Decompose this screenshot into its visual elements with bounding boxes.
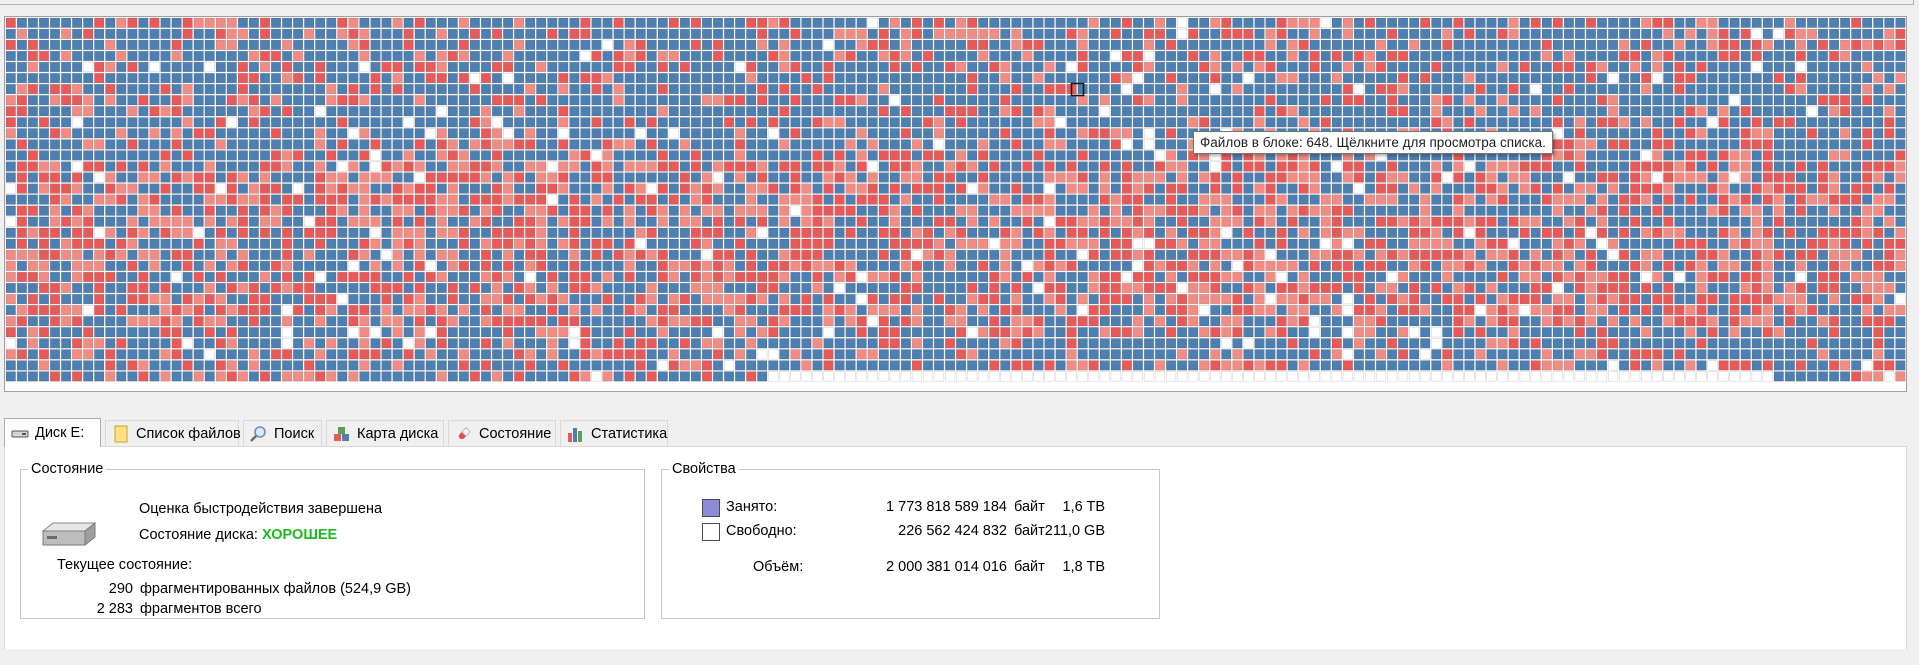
- used-unit: байт: [1014, 499, 1045, 515]
- tab-label: Список файлов: [136, 425, 241, 442]
- block-tooltip: Файлов в блоке: 648. Щёлкните для просмо…: [1193, 131, 1553, 154]
- free-color-swatch: [702, 523, 720, 541]
- top-toolbar-edge: [0, 0, 1914, 5]
- fragmented-files-text: фрагментированных файлов (524,9 GB): [140, 581, 412, 597]
- tab-file-list[interactable]: Список файлов: [105, 420, 241, 446]
- file-list-icon: [112, 425, 130, 443]
- statistics-icon: [567, 425, 585, 443]
- tab-label: Состояние: [479, 425, 552, 442]
- tab-label: Поиск: [274, 425, 315, 442]
- total-bytes: 2 000 381 014 016: [886, 559, 1007, 575]
- status-group-title: Состояние: [31, 461, 104, 477]
- disk-state-value: ХОРОШЕЕ: [261, 527, 338, 543]
- used-bytes: 1 773 818 589 184: [886, 499, 1007, 515]
- disk-state-label: Состояние диска:: [139, 527, 258, 543]
- total-size: 1,8 TB: [1062, 559, 1105, 575]
- used-size: 1,6 TB: [1062, 499, 1105, 515]
- free-bytes: 226 562 424 832: [898, 523, 1007, 539]
- disk-map-icon: [333, 425, 351, 443]
- tab-statistics[interactable]: Статистика: [560, 420, 668, 446]
- hovered-block: [1070, 82, 1085, 97]
- used-label: Занято:: [726, 499, 778, 515]
- properties-group: Свойства Занято: 1 773 818 589 184 байт …: [661, 461, 1160, 619]
- free-label: Свободно:: [726, 523, 797, 539]
- properties-group-title: Свойства: [672, 461, 736, 477]
- used-color-swatch: [702, 499, 720, 517]
- free-size: 211,0 GB: [1044, 523, 1105, 539]
- disk-map-grid[interactable]: [5, 17, 1906, 391]
- tab-disk-map[interactable]: Карта диска: [326, 420, 444, 446]
- fragments-total-count: 2 283: [96, 601, 133, 617]
- fragments-total-text: фрагментов всего: [140, 601, 262, 617]
- status-strip: [0, 649, 1919, 665]
- tab-label: Карта диска: [357, 425, 439, 442]
- total-unit: байт: [1014, 559, 1045, 575]
- tab-label: Диск E:: [35, 425, 85, 441]
- drive-icon: [11, 424, 29, 442]
- benchmark-status: Оценка быстродействия завершена: [139, 501, 383, 517]
- health-icon: [455, 425, 473, 443]
- tab-disk-e[interactable]: Диск E:: [4, 418, 101, 447]
- hard-drive-icon: [41, 517, 97, 551]
- tab-label: Статистика: [591, 425, 668, 442]
- disk-cluster-map[interactable]: [4, 16, 1907, 392]
- total-label: Объём:: [753, 559, 804, 575]
- magnifier-icon: [250, 425, 268, 443]
- disk-state-line: Состояние диска: ХОРОШЕЕ: [139, 527, 337, 543]
- current-state-label: Текущее состояние:: [57, 557, 193, 573]
- tab-search[interactable]: Поиск: [243, 420, 322, 446]
- tab-health[interactable]: Состояние: [448, 420, 556, 446]
- fragmented-files-count: 290: [108, 581, 133, 597]
- status-group: Состояние Оценка быстродействия завершен…: [20, 461, 645, 619]
- free-unit: байт: [1014, 523, 1045, 539]
- disk-tab-panel: Состояние Оценка быстродействия завершен…: [4, 446, 1907, 650]
